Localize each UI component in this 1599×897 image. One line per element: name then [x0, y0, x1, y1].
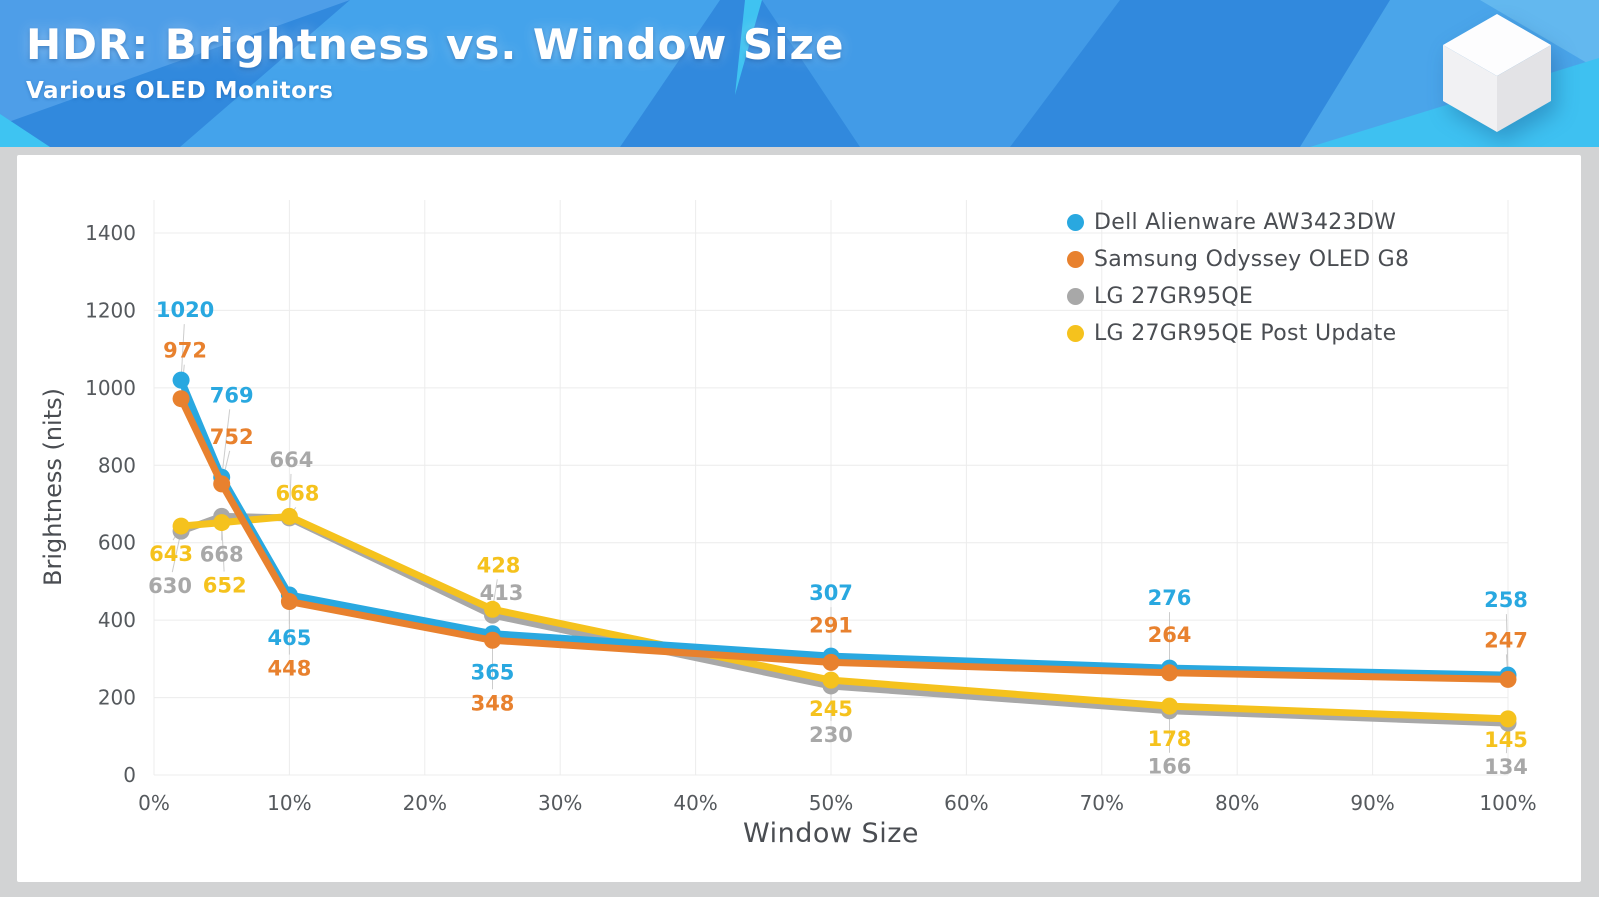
- legend-label: LG 27GR95QE: [1094, 284, 1254, 309]
- data-label: 668: [275, 481, 319, 505]
- y-tick-label: 200: [98, 686, 136, 710]
- y-axis-title-text: Brightness (nits): [39, 388, 67, 586]
- y-tick-label: 400: [98, 608, 136, 632]
- data-label: 365: [471, 661, 515, 685]
- data-point: [484, 600, 501, 618]
- legend-dot-icon: [1067, 288, 1084, 305]
- legend-label: Samsung Odyssey OLED G8: [1094, 247, 1410, 272]
- legend-label: Dell Alienware AW3423DW: [1094, 210, 1397, 235]
- page-subtitle: Various OLED Monitors: [26, 78, 334, 105]
- y-tick-label: 1000: [85, 376, 136, 400]
- series-data-labels: 643 652 668 428 245 178 145: [149, 481, 1528, 751]
- legend-dot-icon: [1067, 251, 1084, 268]
- legend-item-3: LG 27GR95QE: [1067, 278, 1409, 315]
- chart-card: 0% 10% 20% 30% 40% 50% 60% 70% 80% 90% 100% 0 200 400…: [17, 155, 1581, 882]
- legend-item-2: Samsung Odyssey OLED G8: [1067, 241, 1409, 278]
- header-banner: HDR: Brightness vs. Window Size Various …: [0, 0, 1599, 147]
- leader-line: [1505, 614, 1509, 676]
- data-point: [1161, 664, 1178, 682]
- data-label: 769: [210, 383, 254, 407]
- legend-item-1: Dell Alienware AW3423DW: [1067, 204, 1409, 241]
- data-label: 276: [1148, 586, 1192, 610]
- x-tick-label: 30%: [538, 791, 582, 815]
- data-label: 145: [1484, 728, 1528, 752]
- series-data-labels: 1020 769 465 365 307 276 258: [156, 298, 1528, 685]
- data-label: 752: [210, 425, 254, 449]
- leader-line: [221, 409, 231, 478]
- data-label: 630: [148, 574, 192, 598]
- data-point: [213, 475, 231, 493]
- data-label: 652: [203, 574, 247, 598]
- x-tick-label: 40%: [673, 791, 717, 815]
- data-point: [213, 514, 231, 532]
- data-label: 134: [1484, 755, 1528, 779]
- data-label: 348: [471, 691, 515, 715]
- data-label: 664: [269, 448, 313, 472]
- data-label: 643: [149, 542, 193, 566]
- x-tick-label: 20%: [403, 791, 447, 815]
- data-point: [1499, 670, 1517, 688]
- data-label: 245: [809, 697, 853, 721]
- data-label: 230: [809, 723, 853, 747]
- y-tick-label: 1400: [85, 221, 136, 245]
- series-points-lg-27gr95qe-post-update: [172, 507, 1517, 728]
- page-title: HDR: Brightness vs. Window Size: [26, 20, 845, 69]
- data-label: 247: [1484, 628, 1528, 652]
- y-tick-label: 0: [123, 763, 136, 787]
- series-data-labels: 630 668 664 413 230 166 134: [148, 448, 1528, 779]
- data-point: [822, 653, 840, 671]
- line-chart: 0% 10% 20% 30% 40% 50% 60% 70% 80% 90% 100% 0 200 400…: [85, 200, 1537, 815]
- y-tick-label: 1200: [85, 298, 136, 322]
- data-label: 428: [477, 553, 521, 577]
- leader-line: [180, 324, 185, 381]
- data-label: 178: [1148, 727, 1192, 751]
- data-label: 264: [1148, 623, 1192, 647]
- data-label: 291: [809, 613, 853, 637]
- series-data-labels: 972 752 448 348 291 264 247: [163, 339, 1528, 716]
- legend-dot-icon: [1067, 214, 1084, 231]
- x-tick-label: 70%: [1080, 791, 1124, 815]
- x-tick-label: 90%: [1350, 791, 1394, 815]
- data-label: 1020: [156, 298, 214, 322]
- legend-item-4: LG 27GR95QE Post Update: [1067, 315, 1409, 352]
- data-point: [280, 507, 298, 525]
- cube-icon: [1443, 14, 1551, 132]
- header-titles: HDR: Brightness vs. Window Size Various …: [26, 20, 845, 105]
- data-point: [172, 517, 190, 535]
- x-tick-label: 100%: [1479, 791, 1536, 815]
- y-tick-label: 600: [98, 531, 136, 555]
- x-tick-label: 50%: [809, 791, 853, 815]
- x-tick-label: 80%: [1215, 791, 1259, 815]
- data-point: [1161, 697, 1178, 715]
- x-tick-label: 10%: [267, 791, 311, 815]
- data-label: 972: [163, 339, 207, 363]
- data-point: [1499, 710, 1517, 728]
- data-label: 258: [1484, 588, 1528, 612]
- data-point: [484, 631, 501, 649]
- data-label: 413: [480, 581, 524, 605]
- y-tick-label: 800: [98, 453, 136, 477]
- series-points-samsung-odyssey-oled-g8: [172, 390, 1517, 688]
- legend-label: LG 27GR95QE Post Update: [1094, 321, 1397, 346]
- legend: Dell Alienware AW3423DW Samsung Odyssey O…: [1067, 204, 1409, 352]
- data-label: 668: [200, 542, 244, 566]
- data-label: 307: [809, 581, 853, 605]
- legend-dot-icon: [1067, 325, 1084, 342]
- data-label: 166: [1148, 755, 1192, 779]
- axis-tick-labels: 0% 10% 20% 30% 40% 50% 60% 70% 80% 90% 100% 0 200 400…: [85, 221, 1537, 815]
- data-label: 448: [267, 657, 311, 681]
- data-label: 465: [267, 626, 311, 650]
- data-point: [280, 593, 298, 611]
- data-point: [822, 671, 840, 689]
- data-point: [172, 390, 190, 408]
- x-tick-label: 0%: [138, 791, 170, 815]
- x-axis-title: Window Size: [743, 818, 919, 849]
- data-point: [172, 371, 190, 389]
- x-tick-label: 60%: [944, 791, 988, 815]
